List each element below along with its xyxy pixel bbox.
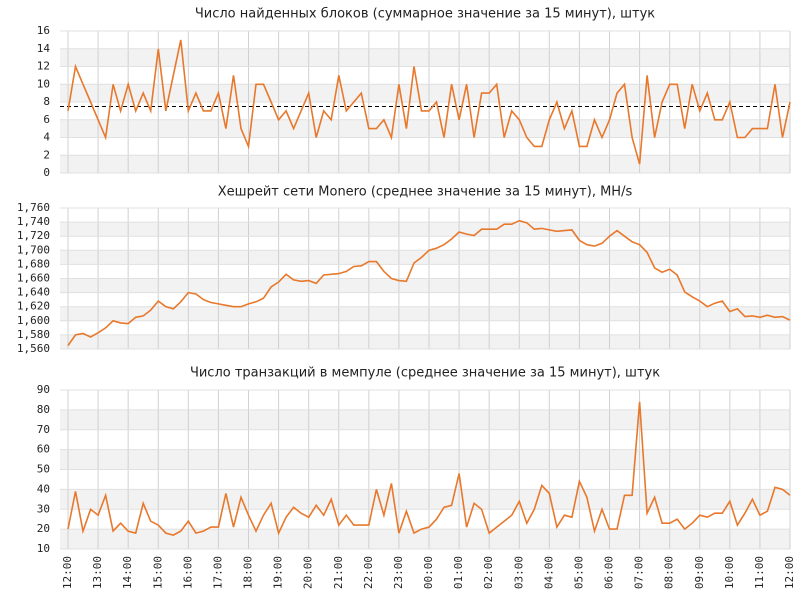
y-tick-label: 60 [37,443,50,456]
chart-title: Число транзакций в мемпуле (среднее знач… [190,366,660,381]
y-tick-label: 1,680 [17,257,50,270]
y-tick-label: 10 [37,542,50,555]
x-tick-label: 00:00 [422,556,435,589]
y-tick-label: 10 [37,77,50,90]
chart-title: Хешрейт сети Monero (среднее значение за… [218,185,633,200]
x-tick-label: 08:00 [663,556,676,589]
x-tick-label: 16:00 [181,556,194,589]
x-tick-label: 15:00 [151,556,164,589]
y-tick-label: 16 [37,24,50,37]
y-tick-label: 1,620 [17,300,50,313]
y-tick-label: 1,740 [17,215,50,228]
y-tick-label: 4 [43,131,50,144]
x-tick-label: 07:00 [633,556,646,589]
y-tick-label: 90 [37,383,50,396]
x-tick-label: 14:00 [121,556,134,589]
y-tick-label: 30 [37,502,50,515]
y-tick-label: 8 [43,95,50,108]
data-line [67,401,791,536]
grid-band [60,334,790,349]
x-tick-label: 23:00 [392,556,405,589]
y-tick-label: 50 [37,463,50,476]
chart-title: Число найденных блоков (суммарное значен… [195,7,655,22]
x-tick-label: 03:00 [512,556,525,589]
x-tick-label: 11:00 [753,556,766,589]
y-tick-label: 12 [37,60,50,73]
x-tick-label: 01:00 [452,556,465,589]
x-tick-label: 02:00 [482,556,495,589]
grid-band [60,48,790,67]
grid-band [60,529,790,549]
x-tick-label: 13:00 [91,556,104,589]
x-tick-label: 22:00 [362,556,375,589]
grid-band [60,119,790,138]
y-tick-label: 14 [37,42,51,55]
y-tick-label: 1,700 [17,243,50,256]
x-tick-label: 20:00 [302,556,315,589]
grid-band [60,250,790,265]
grid-band [60,278,790,293]
grid-band [60,84,790,102]
grid-band [60,449,790,470]
x-tick-label: 21:00 [332,556,345,589]
y-tick-label: 1,600 [17,314,50,327]
y-tick-label: 1,660 [17,272,50,285]
grid-band [60,489,790,510]
y-tick-label: 1,760 [17,201,50,214]
y-tick-label: 20 [37,522,50,535]
x-tick-label: 17:00 [211,556,224,589]
y-tick-label: 0 [43,166,50,179]
y-tick-label: 1,560 [17,342,50,355]
y-tick-label: 1,640 [17,286,50,299]
x-tick-label: 12:00 [783,556,796,589]
y-tick-label: 80 [37,403,50,416]
x-tick-label: 19:00 [272,556,285,589]
grid-band [60,222,790,237]
x-tick-label: 04:00 [542,556,555,589]
grid-band [60,306,790,321]
grid-band [60,155,790,173]
y-tick-label: 6 [43,113,50,126]
grid-band [60,409,790,430]
x-tick-label: 12:00 [61,556,74,589]
data-line [67,39,791,165]
data-line [67,219,791,346]
x-tick-label: 05:00 [572,556,585,589]
x-tick-label: 18:00 [242,556,255,589]
x-tick-label: 10:00 [723,556,736,589]
y-tick-label: 1,720 [17,229,50,242]
y-tick-label: 2 [43,148,50,161]
y-tick-label: 1,580 [17,328,50,341]
x-tick-label: 09:00 [693,556,706,589]
y-tick-label: 70 [37,423,50,436]
y-tick-label: 40 [37,482,50,495]
x-tick-label: 06:00 [603,556,616,589]
